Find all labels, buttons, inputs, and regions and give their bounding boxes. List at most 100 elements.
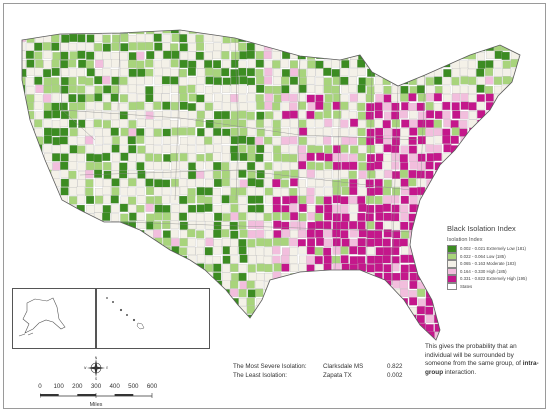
county-cell xyxy=(426,30,435,35)
county-cell xyxy=(231,273,240,282)
county-cell xyxy=(22,195,26,205)
county-cell xyxy=(196,76,205,85)
county-cell xyxy=(323,212,333,221)
county-cell xyxy=(60,161,69,170)
county-cell xyxy=(78,254,87,263)
county-cell xyxy=(315,196,324,205)
county-cell xyxy=(392,43,401,52)
county-cell xyxy=(221,195,230,204)
county-cell xyxy=(476,52,486,61)
county-cell xyxy=(349,238,358,248)
county-cell xyxy=(374,263,384,272)
county-cell xyxy=(357,120,367,129)
county-cell xyxy=(324,314,333,323)
county-cell xyxy=(59,102,68,111)
county-cell xyxy=(409,280,418,290)
county-cell xyxy=(340,67,349,77)
county-cell xyxy=(102,76,111,85)
county-cell xyxy=(178,34,188,43)
county-cell xyxy=(425,77,434,86)
county-cell xyxy=(187,204,197,214)
county-cell xyxy=(477,196,486,205)
county-cell xyxy=(221,341,229,349)
county-cell xyxy=(494,68,503,77)
county-cell xyxy=(204,187,213,196)
county-cell xyxy=(239,341,247,349)
county-cell xyxy=(289,339,298,340)
county-cell xyxy=(213,77,222,86)
county-cell xyxy=(85,221,94,230)
county-cell xyxy=(383,315,392,324)
county-cell xyxy=(136,162,145,171)
county-cell xyxy=(400,85,409,95)
county-cell xyxy=(383,306,393,315)
county-cell xyxy=(408,169,417,179)
county-cell xyxy=(256,111,265,120)
county-cell xyxy=(187,238,196,247)
county-cell xyxy=(68,170,77,179)
county-cell xyxy=(162,212,171,221)
county-cell xyxy=(451,93,461,102)
county-cell xyxy=(459,60,468,69)
county-cell xyxy=(366,187,376,197)
county-cell xyxy=(229,246,238,255)
county-cell xyxy=(43,135,53,144)
county-cell xyxy=(520,290,528,298)
county-cell xyxy=(332,341,340,349)
county-cell xyxy=(120,238,129,247)
county-cell xyxy=(221,323,231,332)
county-cell xyxy=(400,33,409,43)
county-cell xyxy=(68,94,77,103)
county-cell xyxy=(239,331,248,340)
county-cell xyxy=(367,170,376,179)
county-cell xyxy=(238,85,247,94)
county-cell xyxy=(349,204,358,213)
county-cell xyxy=(323,102,332,111)
county-cell xyxy=(179,238,188,247)
county-cell xyxy=(93,119,102,128)
county-cell xyxy=(187,170,197,180)
county-cell xyxy=(171,84,180,94)
county-cell xyxy=(297,93,306,102)
county-cell xyxy=(316,152,325,161)
county-cell xyxy=(187,136,196,145)
county-cell xyxy=(221,264,231,273)
county-cell xyxy=(426,238,435,248)
county-cell xyxy=(187,103,197,112)
county-cell xyxy=(374,238,383,247)
county-cell xyxy=(178,68,187,78)
county-cell xyxy=(221,145,231,154)
county-cell xyxy=(111,264,121,273)
county-cell xyxy=(340,94,349,103)
county-cell xyxy=(187,84,196,93)
county-cell xyxy=(264,93,273,102)
county-cell xyxy=(502,154,511,163)
county-cell xyxy=(510,42,519,51)
county-cell xyxy=(59,220,69,229)
county-cell xyxy=(442,101,451,111)
county-cell xyxy=(205,229,214,238)
county-cell xyxy=(238,196,247,205)
county-cell xyxy=(195,84,205,93)
county-cell xyxy=(212,170,222,179)
county-cell xyxy=(68,76,77,86)
county-cell xyxy=(416,42,426,51)
county-cell xyxy=(222,297,231,306)
county-cell xyxy=(103,255,112,264)
county-cell xyxy=(34,170,43,180)
county-cell xyxy=(34,229,43,239)
county-cell xyxy=(22,255,26,264)
county-cell xyxy=(434,280,443,289)
county-cell xyxy=(434,51,443,60)
county-cell xyxy=(374,332,383,340)
county-cell xyxy=(307,30,316,34)
county-cell xyxy=(22,77,26,86)
county-cell xyxy=(246,280,255,289)
county-cell xyxy=(204,93,213,102)
county-cell xyxy=(110,229,119,238)
county-cell xyxy=(298,195,307,204)
county-cell xyxy=(493,170,502,179)
county-cell xyxy=(323,67,332,76)
county-cell xyxy=(298,280,307,289)
county-cell xyxy=(493,323,502,332)
